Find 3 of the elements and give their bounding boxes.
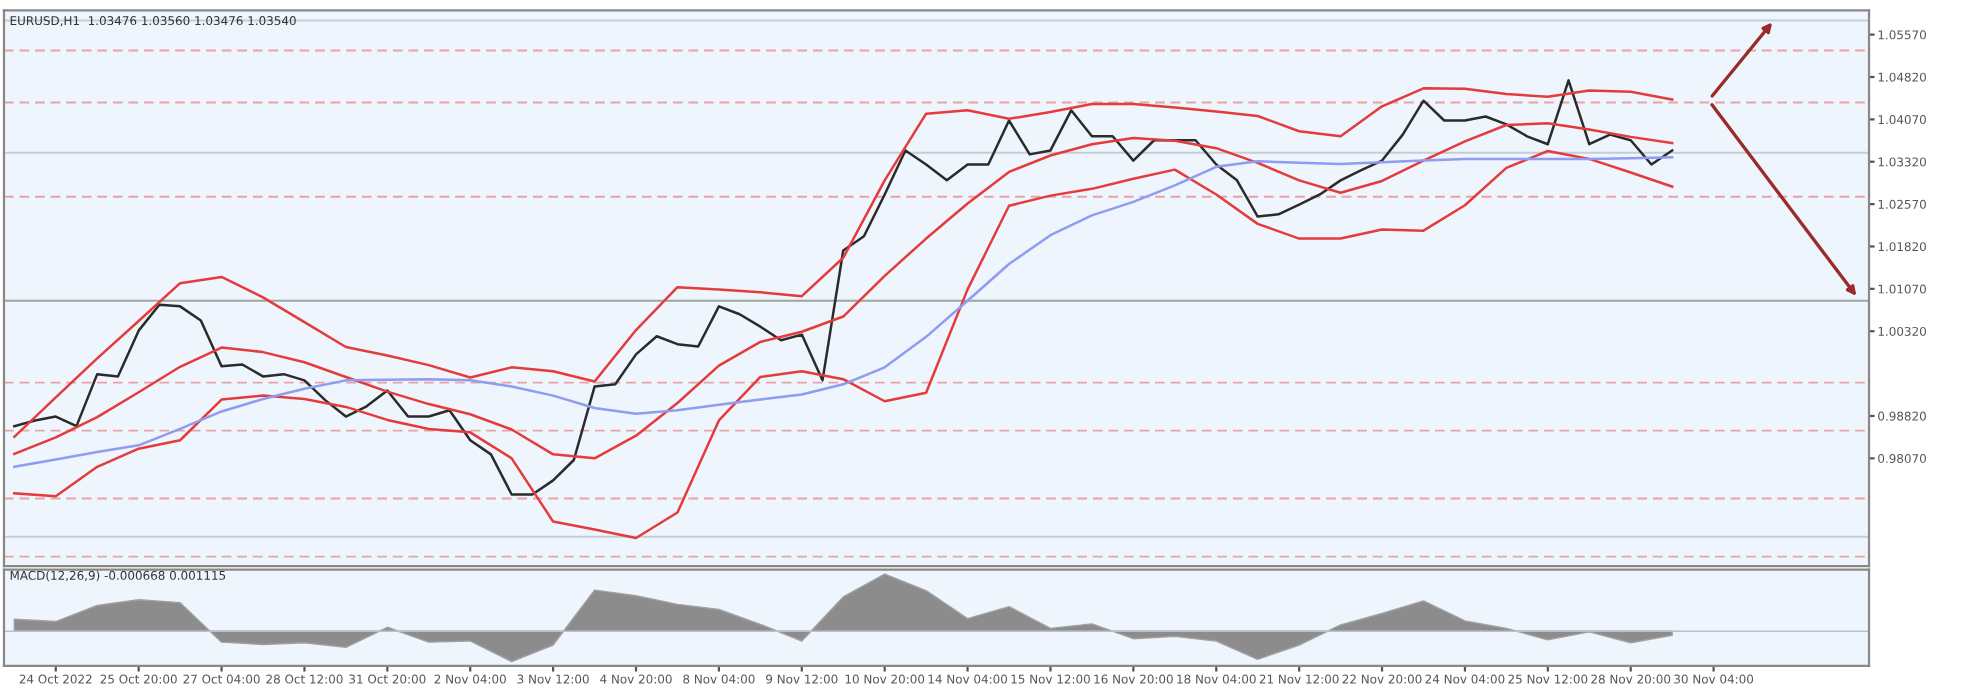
line-series [13,79,1674,496]
line-series [13,87,1674,439]
line-series [13,149,1674,540]
